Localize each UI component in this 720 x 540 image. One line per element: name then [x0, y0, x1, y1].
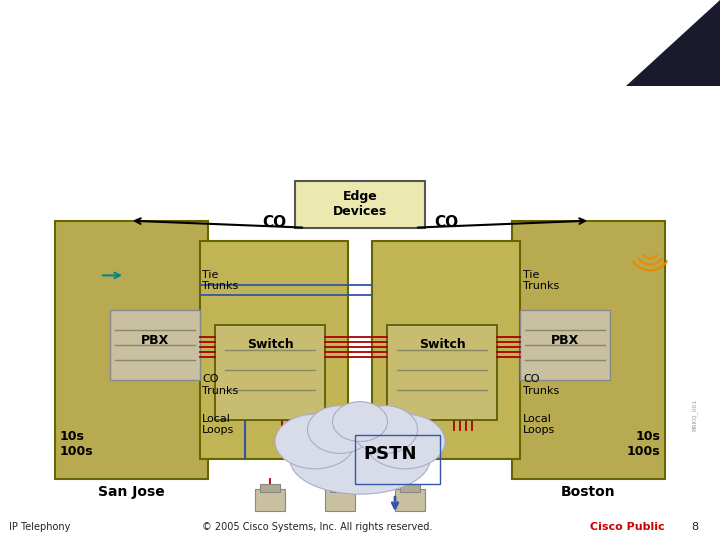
- Text: 10s
100s: 10s 100s: [626, 430, 660, 458]
- Bar: [110, 310, 200, 380]
- Text: © 2005 Cisco Systems, Inc. All rights reserved.: © 2005 Cisco Systems, Inc. All rights re…: [202, 522, 432, 532]
- Bar: [325, 489, 355, 511]
- Text: Switch: Switch: [247, 339, 293, 352]
- Text: IP Telephony: IP Telephony: [9, 522, 70, 532]
- Ellipse shape: [275, 414, 355, 469]
- Text: PBX: PBX: [551, 334, 579, 347]
- Text: Basic Components of a Telephony: Basic Components of a Telephony: [13, 14, 539, 42]
- Bar: [400, 484, 420, 492]
- Bar: [512, 221, 665, 480]
- Ellipse shape: [353, 406, 418, 454]
- Text: Cisco Public: Cisco Public: [590, 522, 665, 532]
- Text: CO
Trunks: CO Trunks: [523, 374, 559, 396]
- Ellipse shape: [290, 424, 430, 494]
- Bar: [372, 240, 520, 460]
- Bar: [395, 489, 425, 511]
- Bar: [215, 325, 325, 420]
- Text: Network: Network: [13, 51, 145, 79]
- Text: CO: CO: [434, 215, 458, 230]
- Bar: [260, 484, 280, 492]
- Bar: [387, 325, 497, 420]
- Text: Tie
Trunks: Tie Trunks: [523, 269, 559, 291]
- Bar: [200, 240, 348, 460]
- Ellipse shape: [333, 402, 387, 442]
- Bar: [55, 221, 208, 480]
- Text: Local
Loops: Local Loops: [523, 414, 555, 435]
- Bar: [355, 435, 440, 484]
- Text: CO
Trunks: CO Trunks: [202, 374, 238, 396]
- Polygon shape: [626, 0, 720, 86]
- Bar: [330, 484, 350, 492]
- Text: BRKQ_001: BRKQ_001: [692, 399, 698, 431]
- Text: Switch: Switch: [418, 339, 465, 352]
- Text: 10s
100s: 10s 100s: [60, 430, 94, 458]
- Text: Tie
Trunks: Tie Trunks: [202, 269, 238, 291]
- Bar: [255, 489, 285, 511]
- Bar: [295, 181, 425, 228]
- Text: Local
Loops: Local Loops: [202, 414, 234, 435]
- Text: Edge
Devices: Edge Devices: [333, 190, 387, 218]
- Text: PSTN: PSTN: [364, 446, 417, 463]
- Bar: [520, 310, 610, 380]
- Text: CO: CO: [262, 215, 286, 230]
- Text: Boston: Boston: [561, 485, 616, 499]
- Text: PBX: PBX: [141, 334, 169, 347]
- Text: San Jose: San Jose: [98, 485, 164, 499]
- Ellipse shape: [307, 406, 372, 454]
- Ellipse shape: [365, 414, 445, 469]
- Text: 8: 8: [691, 522, 698, 532]
